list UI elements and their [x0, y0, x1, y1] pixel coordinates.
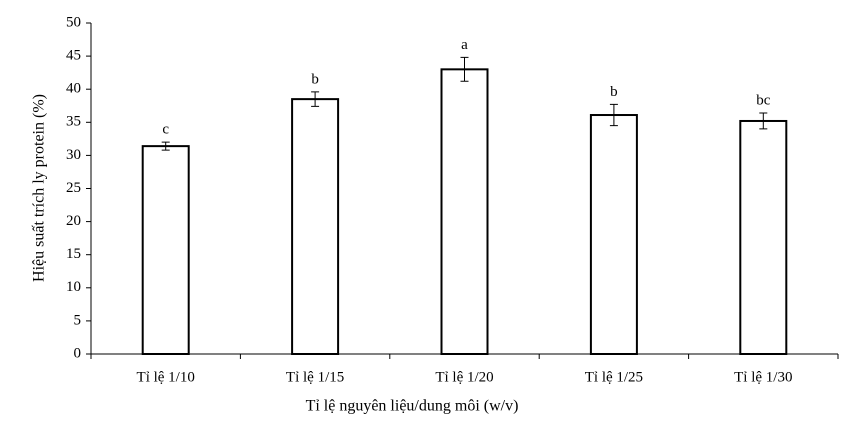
bar	[739, 119, 788, 355]
x-tick-label: Tỉ lệ 1/15	[286, 369, 344, 385]
x-tick-label: Tỉ lệ 1/25	[585, 369, 643, 385]
x-axis-label: Tỉ lệ nguyên liệu/dung môi (w/v)	[306, 398, 519, 415]
error-bar	[311, 91, 320, 107]
significance-letter: c	[162, 122, 169, 138]
y-tick-label: 25	[66, 180, 81, 196]
y-tick-label: 30	[66, 147, 81, 163]
y-tick-label: 40	[66, 81, 81, 97]
significance-letter: b	[311, 71, 319, 87]
error-bar	[759, 112, 768, 130]
y-tick-label: 15	[66, 246, 81, 262]
significance-letter: b	[610, 84, 618, 100]
y-tick-label: 0	[74, 345, 82, 361]
y-tick-label: 20	[66, 213, 81, 229]
bar	[141, 145, 190, 355]
x-tick-label: Tỉ lệ 1/20	[435, 369, 493, 385]
error-bar	[609, 103, 618, 127]
x-tick-label: Tỉ lệ 1/10	[137, 369, 195, 385]
y-tick-label: 35	[66, 114, 81, 130]
significance-letter: bc	[756, 92, 771, 108]
y-axis-label: Hiệu suất trích ly protein (%)	[31, 94, 48, 282]
y-tick-label: 45	[66, 48, 81, 64]
x-tick-label: Tỉ lệ 1/30	[734, 369, 792, 385]
error-bar	[161, 141, 170, 151]
significance-letter: a	[461, 37, 468, 53]
error-bar	[460, 56, 469, 82]
bar	[589, 114, 638, 355]
y-tick-label: 10	[66, 279, 81, 295]
y-tick-label: 50	[66, 14, 81, 30]
bar	[291, 98, 340, 355]
y-tick-label: 5	[74, 312, 82, 328]
bar	[440, 68, 489, 355]
